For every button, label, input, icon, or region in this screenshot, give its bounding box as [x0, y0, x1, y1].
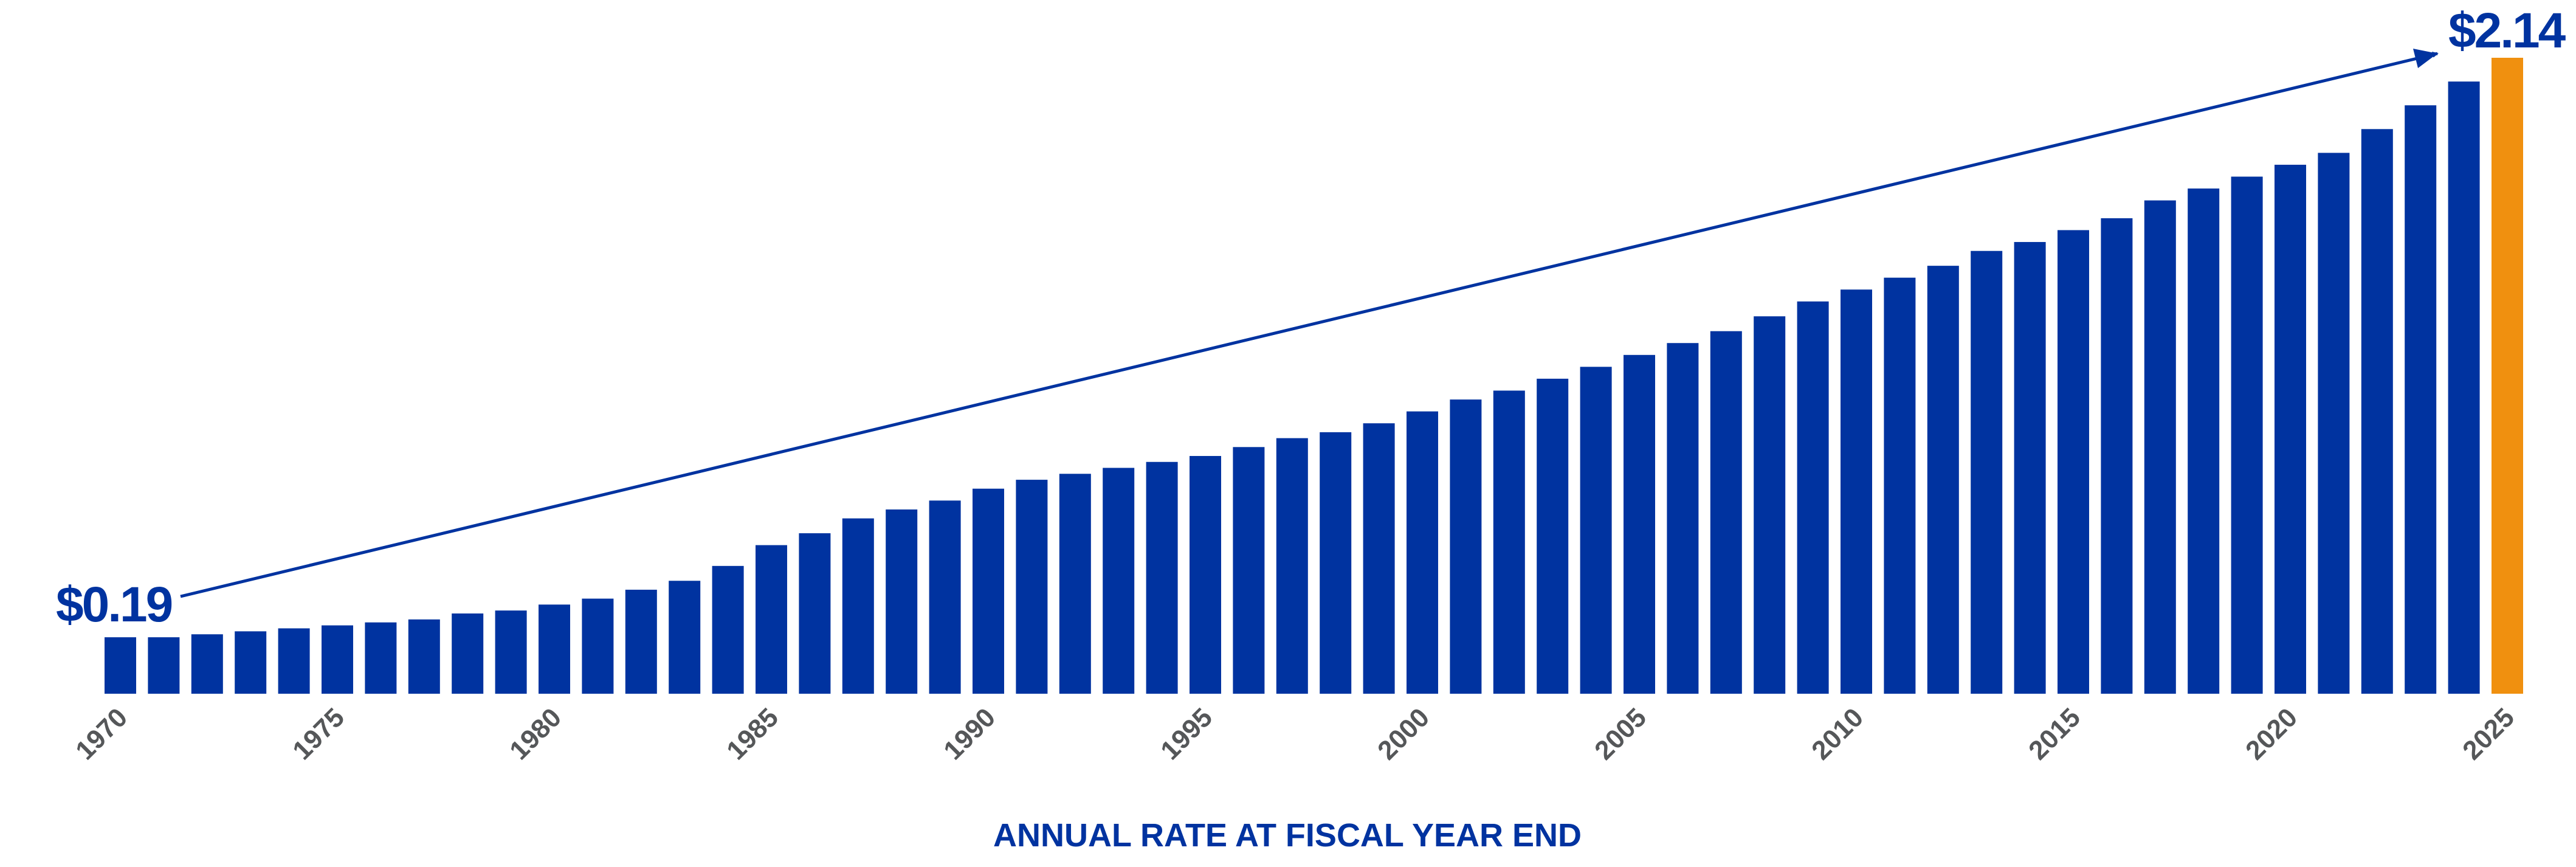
bar-2002 — [1493, 390, 1525, 694]
bar-1984 — [712, 565, 744, 694]
bar-2011 — [1884, 277, 1916, 694]
bar-1976 — [365, 622, 397, 694]
bar-2004 — [1580, 367, 1612, 694]
bar-1978 — [452, 613, 484, 694]
bar-1971 — [148, 637, 180, 694]
bar-2006 — [1667, 343, 1699, 694]
bar-1970 — [105, 637, 136, 694]
bar-1982 — [625, 589, 657, 694]
bar-2025 — [2492, 58, 2523, 694]
bar-2019 — [2231, 176, 2263, 694]
x-tick-label: 2005 — [1589, 702, 1652, 765]
bar-2022 — [2361, 129, 2393, 694]
bars-group — [105, 58, 2523, 694]
arrow-head-icon — [2413, 49, 2437, 68]
bar-1981 — [582, 598, 614, 694]
bar-1999 — [1363, 423, 1395, 694]
bar-2018 — [2188, 188, 2220, 694]
bar-2003 — [1537, 378, 1569, 694]
bar-2014 — [2014, 242, 2046, 694]
x-tick-label: 1980 — [504, 702, 567, 765]
bar-1998 — [1320, 432, 1352, 694]
growth-arrow — [180, 52, 2439, 598]
bar-2013 — [1971, 250, 2003, 694]
bar-2012 — [1927, 266, 1959, 694]
x-axis-label: ANNUAL RATE AT FISCAL YEAR END — [993, 817, 1582, 854]
bar-1991 — [1016, 480, 1048, 694]
x-tick-label: 1985 — [721, 702, 784, 765]
bar-1989 — [929, 500, 961, 694]
bar-2024 — [2448, 81, 2480, 694]
bar-1994 — [1146, 461, 1178, 694]
bar-1975 — [322, 625, 353, 694]
bar-2000 — [1407, 411, 1438, 694]
bar-1972 — [191, 634, 223, 694]
bar-1993 — [1103, 468, 1135, 694]
bar-2005 — [1624, 354, 1655, 694]
bar-1990 — [973, 488, 1004, 694]
bar-1996 — [1233, 447, 1265, 694]
bar-2023 — [2405, 105, 2437, 694]
bar-2001 — [1450, 399, 1482, 694]
x-tick-label: 2015 — [2023, 702, 2086, 765]
bar-2015 — [2058, 230, 2089, 694]
bar-1986 — [799, 533, 831, 694]
bar-2010 — [1841, 289, 1872, 694]
bar-2007 — [1710, 331, 1742, 694]
bar-1974 — [278, 628, 310, 694]
bar-1988 — [886, 509, 918, 694]
bar-2021 — [2318, 153, 2350, 694]
x-tick-label: 2000 — [1372, 702, 1435, 765]
x-tick-label: 2020 — [2240, 702, 2303, 765]
bar-1992 — [1059, 474, 1091, 694]
x-tick-label: 1995 — [1155, 702, 1218, 765]
bar-2020 — [2275, 164, 2306, 694]
x-tick-label: 1990 — [938, 702, 1001, 765]
bar-1980 — [539, 604, 570, 694]
bar-1973 — [235, 631, 267, 694]
bar-1979 — [495, 610, 527, 694]
bar-1987 — [842, 518, 874, 694]
x-tick-labels: 1970 1975 1980 1985 1990 1995 2000 2005 2010 2015… — [70, 702, 2520, 765]
x-tick-label: 1975 — [287, 702, 350, 765]
bar-2016 — [2101, 218, 2133, 694]
bar-1995 — [1190, 455, 1221, 694]
x-tick-label: 2025 — [2457, 702, 2520, 765]
bar-1977 — [408, 619, 440, 694]
bar-2009 — [1797, 301, 1829, 694]
bar-1997 — [1276, 438, 1308, 694]
bar-1983 — [669, 581, 701, 694]
bar-1985 — [756, 545, 787, 694]
end-value-label: $2.14 — [2448, 3, 2566, 58]
start-value-label: $0.19 — [56, 577, 172, 632]
x-tick-label: 1970 — [70, 702, 133, 765]
bar-2017 — [2144, 200, 2176, 694]
x-tick-label: 2010 — [1806, 702, 1869, 765]
bar-2008 — [1754, 316, 1786, 694]
